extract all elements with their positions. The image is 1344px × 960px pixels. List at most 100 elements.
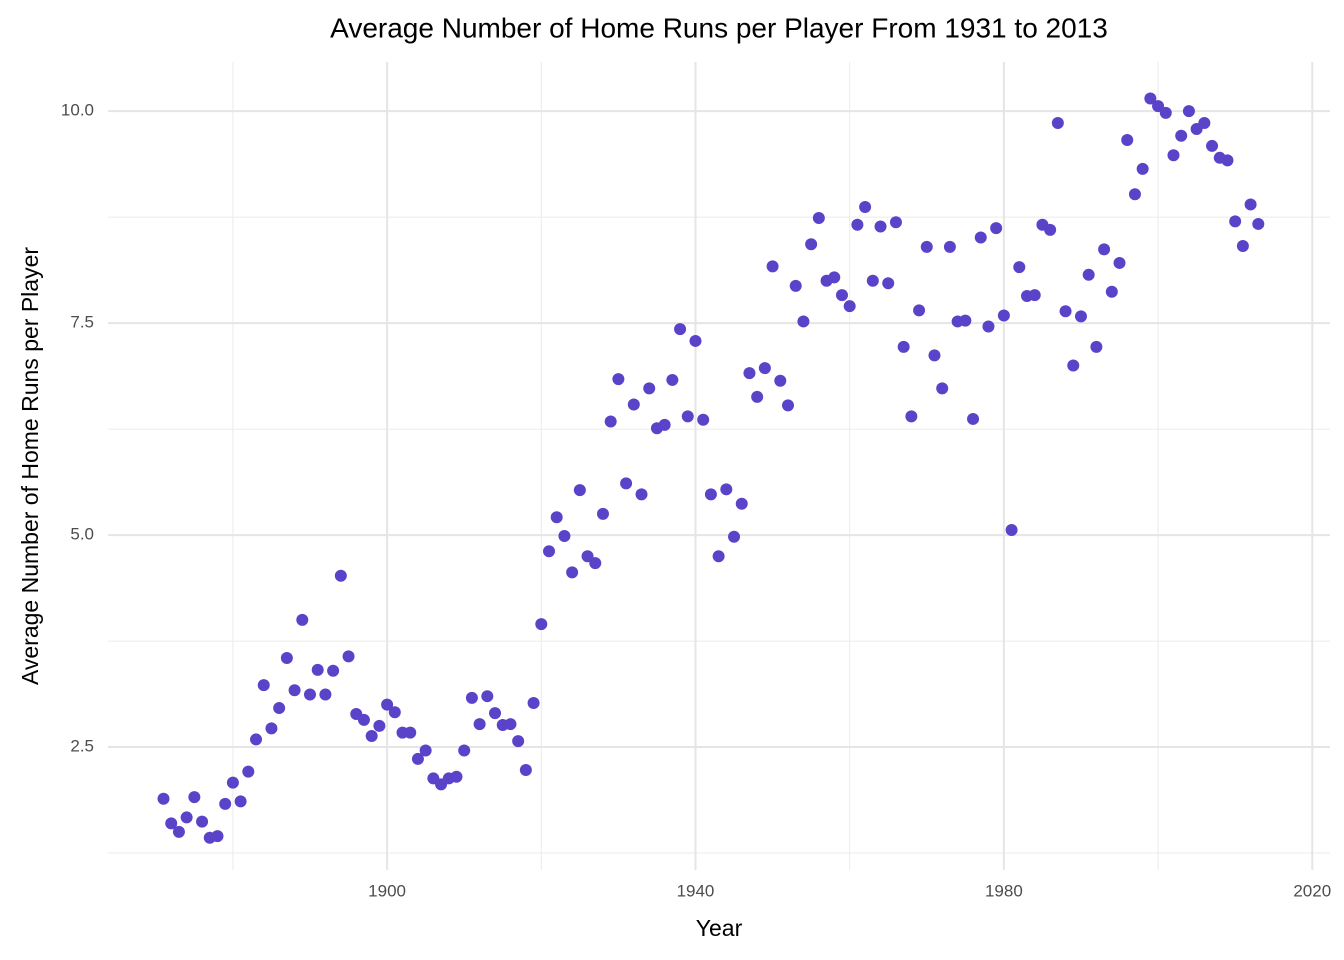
point [219,797,232,810]
point [172,825,185,838]
y-tick-label: 7.5 [70,313,94,332]
point [689,334,702,347]
point [874,220,887,233]
point [465,691,478,704]
point [1067,359,1080,372]
point [566,566,579,579]
point [504,718,517,731]
x-tick-label: 1940 [677,881,715,900]
point [327,664,340,677]
point [735,497,748,510]
point [851,218,864,231]
point [489,707,502,720]
point [959,314,972,327]
chart-title: Average Number of Home Runs per Player F… [330,12,1108,43]
point [1136,162,1149,175]
point [596,507,609,520]
x-axis-title: Year [696,915,743,941]
point [226,776,239,789]
point [774,374,787,387]
point [974,231,987,244]
point [188,791,201,804]
point [1167,149,1180,162]
point [450,770,463,783]
point [1175,129,1188,142]
point [681,410,694,423]
point [797,315,810,328]
point [589,557,602,570]
point [627,398,640,411]
point [1229,215,1242,228]
point [635,488,648,501]
x-tick-label: 1900 [368,881,406,900]
point [288,684,301,697]
point [242,765,255,778]
point [612,373,625,386]
point [1028,289,1041,302]
point [1206,139,1219,152]
points [157,92,1265,844]
x-tick-label: 2020 [1293,881,1331,900]
point [196,815,209,828]
point [905,410,918,423]
point [1152,100,1165,113]
point [1005,524,1018,537]
point [1221,154,1234,167]
point [751,390,764,403]
point [458,744,471,757]
point [404,726,417,739]
point [604,415,617,428]
point [782,399,795,412]
point [728,530,741,543]
point [1244,198,1257,211]
point [550,511,563,524]
point [835,289,848,302]
point [1252,217,1265,230]
point [967,412,980,425]
point [943,240,956,253]
point [211,830,224,843]
point [720,483,733,496]
point [897,340,910,353]
point [1121,134,1134,147]
point [1236,239,1249,252]
point [581,550,594,563]
point [620,477,633,490]
point [805,238,818,251]
point [674,323,687,336]
point [512,735,525,748]
point [828,271,841,284]
point [997,309,1010,322]
point [859,200,872,213]
point [1144,92,1157,105]
point [712,550,725,563]
point [334,569,347,582]
point [573,484,586,497]
point [481,690,494,703]
y-axis-title: Average Number of Home Runs per Player [17,247,43,685]
grid [108,62,1330,870]
point [882,277,895,290]
point [519,763,532,776]
point [866,274,879,287]
point [558,529,571,542]
point [1113,256,1126,269]
point [419,744,432,757]
point [982,320,995,333]
point [1182,105,1195,118]
point [250,733,263,746]
point [357,713,370,726]
point [373,719,386,732]
point [1013,261,1026,274]
point [704,488,717,501]
point [265,722,278,735]
point [1051,117,1064,130]
point [658,418,671,431]
point [789,279,802,292]
point [812,212,825,225]
point [697,413,710,426]
point [527,696,540,709]
point [928,349,941,362]
point [381,698,394,711]
